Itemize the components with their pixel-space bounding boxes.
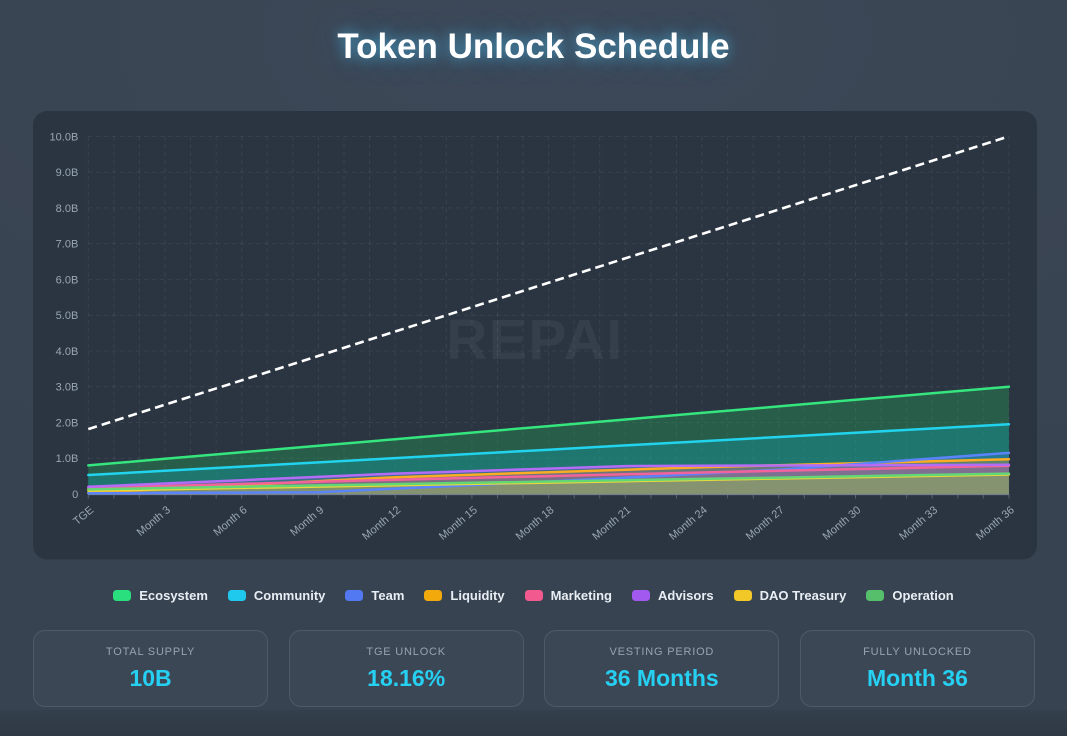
- svg-text:10.0B: 10.0B: [49, 131, 78, 143]
- svg-text:9.0B: 9.0B: [55, 167, 78, 179]
- svg-text:8.0B: 8.0B: [55, 203, 78, 215]
- svg-text:5.0B: 5.0B: [55, 310, 78, 322]
- svg-text:4.0B: 4.0B: [55, 346, 78, 358]
- svg-text:0: 0: [72, 489, 78, 501]
- svg-text:3.0B: 3.0B: [55, 382, 78, 394]
- svg-text:1.0B: 1.0B: [55, 453, 78, 465]
- svg-text:6.0B: 6.0B: [55, 274, 78, 286]
- svg-text:REPAI: REPAI: [446, 308, 623, 372]
- svg-text:2.0B: 2.0B: [55, 418, 78, 430]
- svg-text:7.0B: 7.0B: [55, 239, 78, 251]
